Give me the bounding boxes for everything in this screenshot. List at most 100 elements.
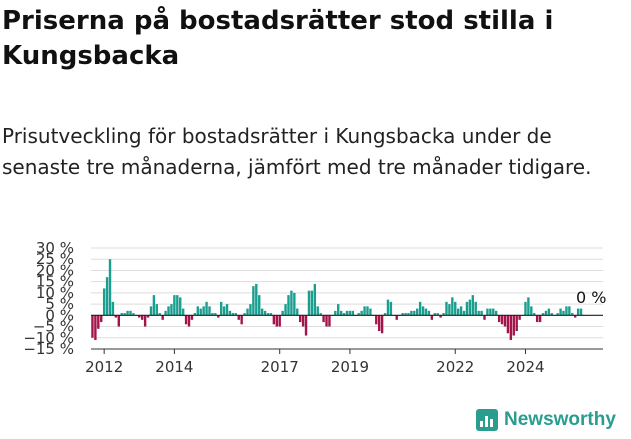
bar — [413, 310, 416, 316]
bar — [129, 310, 132, 316]
bar — [228, 310, 232, 316]
bar — [439, 315, 442, 318]
bar — [497, 315, 501, 323]
bar — [301, 315, 305, 327]
y-tick-label: 25 % — [36, 250, 74, 268]
bar — [102, 288, 106, 316]
bar — [421, 306, 425, 316]
bar — [541, 313, 545, 316]
bar — [474, 301, 477, 316]
bar — [293, 292, 296, 316]
bar — [512, 315, 515, 336]
bar — [263, 310, 267, 316]
bar — [269, 313, 273, 316]
bar — [401, 313, 404, 316]
bar — [187, 315, 191, 327]
brand-name: Newsworthy — [504, 409, 616, 430]
bar — [565, 306, 568, 316]
bar — [164, 310, 167, 316]
y-tick-label: 30 % — [36, 239, 74, 257]
bar — [184, 315, 188, 325]
bar — [436, 313, 439, 316]
bar — [158, 313, 161, 316]
bar — [105, 277, 109, 316]
bar — [211, 313, 214, 316]
bar — [357, 313, 360, 316]
bar — [296, 308, 299, 316]
bar — [190, 315, 194, 320]
bar — [298, 315, 302, 323]
bar — [509, 315, 513, 341]
page-subtitle: Prisutveckling för bostadsrätter i Kungs… — [2, 124, 592, 179]
bar — [410, 310, 413, 316]
bar — [149, 306, 153, 316]
bar — [316, 306, 319, 316]
bar — [176, 295, 179, 316]
bar — [416, 308, 419, 316]
bar — [219, 301, 223, 316]
bar — [544, 310, 548, 316]
bar — [515, 315, 518, 332]
bar — [383, 313, 387, 316]
bar — [258, 295, 261, 316]
x-tick-label: 2012 — [85, 358, 123, 376]
bar — [231, 313, 235, 316]
bar — [574, 315, 577, 318]
bar — [319, 313, 322, 316]
bar — [217, 315, 220, 318]
bar — [272, 315, 276, 325]
bar — [205, 301, 208, 316]
bar — [266, 313, 270, 316]
bar — [339, 310, 343, 316]
bar — [375, 315, 378, 325]
bar — [459, 306, 463, 316]
y-tick-label: −10 % — [23, 329, 74, 347]
bar — [424, 308, 428, 316]
bar — [260, 308, 264, 316]
bar — [114, 315, 118, 318]
bars — [91, 259, 586, 341]
bar — [325, 315, 328, 327]
bar — [404, 313, 407, 316]
bar — [287, 295, 290, 316]
bar — [173, 295, 176, 316]
x-axis-ticks: 2012 2014 2017 2019 2022 2024 — [85, 349, 545, 376]
bar — [559, 308, 562, 316]
x-tick-label: 2024 — [506, 358, 544, 376]
bar — [468, 299, 472, 316]
bar — [234, 313, 238, 316]
bar — [322, 315, 325, 323]
bar — [351, 310, 355, 316]
bar-chart-icon — [476, 409, 498, 431]
bar — [407, 313, 410, 316]
x-tick-label: 2014 — [155, 358, 193, 376]
bar — [389, 301, 393, 316]
bar — [377, 315, 381, 332]
y-tick-label: 10 % — [36, 284, 74, 302]
bar — [100, 315, 103, 323]
bar — [369, 308, 372, 316]
bar — [348, 310, 352, 316]
bar — [524, 301, 527, 316]
bar — [579, 308, 583, 316]
bar — [418, 301, 422, 316]
bar — [281, 310, 284, 316]
bar — [275, 315, 278, 327]
bar — [246, 308, 249, 316]
bar — [304, 315, 308, 336]
last-value-label: 0 % — [576, 288, 606, 307]
bar — [527, 297, 530, 316]
bar — [132, 313, 135, 316]
bar — [143, 315, 147, 327]
bar — [342, 313, 346, 316]
bar — [360, 310, 363, 316]
x-tick-label: 2019 — [331, 358, 369, 376]
bar — [454, 301, 457, 316]
bar — [284, 304, 287, 316]
bar — [334, 310, 337, 316]
bar — [486, 308, 489, 316]
bar — [307, 290, 311, 316]
y-tick-label: 20 % — [36, 261, 74, 279]
bar — [117, 315, 120, 327]
